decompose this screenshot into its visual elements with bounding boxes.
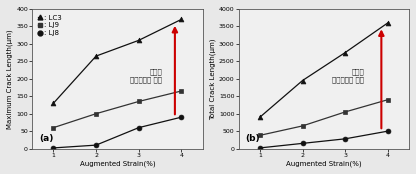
Text: 군리한
균열감수성 상승: 군리한 균열감수성 상승 [332, 68, 364, 83]
Text: 군리한
균열감수성 상승: 군리한 균열감수성 상승 [130, 68, 162, 83]
Y-axis label: Maximum Crack Length(μm): Maximum Crack Length(μm) [7, 29, 13, 129]
X-axis label: Augmented Strain(%): Augmented Strain(%) [286, 161, 362, 167]
Y-axis label: Total Crack Length(μm): Total Crack Length(μm) [210, 38, 216, 120]
Text: (a): (a) [39, 134, 53, 143]
X-axis label: Augmented Strain(%): Augmented Strain(%) [79, 161, 155, 167]
Legend: : LC3, : LJ9, : LJ8: : LC3, : LJ9, : LJ8 [37, 14, 62, 37]
Text: (b): (b) [245, 134, 260, 143]
